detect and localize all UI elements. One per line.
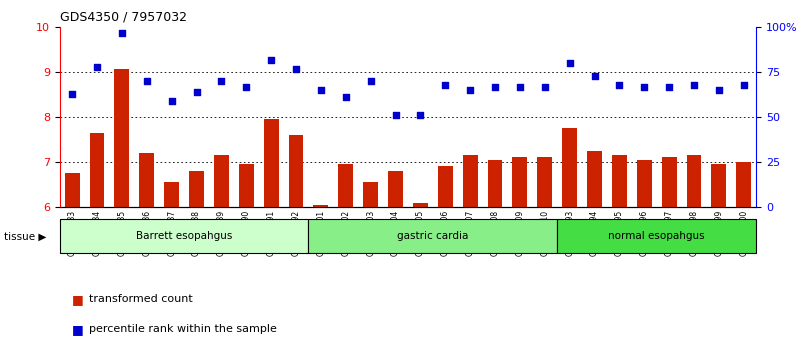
Bar [164, 182, 179, 207]
Point [489, 85, 501, 90]
Point [613, 82, 626, 88]
Bar [413, 202, 427, 207]
Bar [60, 219, 308, 253]
Bar [612, 155, 626, 207]
Bar [712, 164, 726, 207]
Point [414, 112, 427, 118]
Point [91, 64, 103, 70]
Bar [388, 171, 403, 207]
Bar [239, 164, 254, 207]
Point [115, 30, 128, 36]
Point [365, 78, 377, 84]
Bar [64, 173, 80, 207]
Bar [557, 219, 756, 253]
Text: ■: ■ [72, 293, 84, 306]
Bar [487, 160, 502, 207]
Bar [537, 158, 552, 207]
Bar [363, 182, 378, 207]
Point [389, 112, 402, 118]
Point [688, 82, 700, 88]
Point [314, 87, 327, 93]
Point [240, 85, 252, 90]
Bar [686, 155, 701, 207]
Text: percentile rank within the sample: percentile rank within the sample [89, 324, 277, 334]
Point [166, 98, 178, 104]
Point [439, 82, 451, 88]
Text: tissue ▶: tissue ▶ [4, 231, 46, 241]
Text: GDS4350 / 7957032: GDS4350 / 7957032 [60, 11, 187, 24]
Bar [139, 153, 154, 207]
Point [66, 91, 79, 97]
Text: normal esopahgus: normal esopahgus [608, 231, 705, 241]
Point [638, 85, 650, 90]
Bar [587, 151, 602, 207]
Text: ■: ■ [72, 323, 84, 336]
Point [140, 78, 153, 84]
Bar [736, 162, 751, 207]
Point [215, 78, 228, 84]
Bar [288, 135, 303, 207]
Point [564, 60, 576, 65]
Point [588, 73, 601, 79]
Bar [314, 205, 328, 207]
Bar [115, 69, 129, 207]
Point [339, 94, 352, 99]
Point [712, 87, 725, 93]
Bar [263, 119, 279, 207]
Point [538, 85, 551, 90]
Point [190, 89, 203, 95]
Bar [189, 171, 204, 207]
Point [464, 87, 477, 93]
Bar [513, 158, 527, 207]
Bar [562, 128, 577, 207]
Point [513, 85, 526, 90]
Bar [338, 164, 353, 207]
Point [663, 85, 676, 90]
Point [265, 58, 278, 63]
Text: gastric cardia: gastric cardia [397, 231, 469, 241]
Bar [308, 219, 557, 253]
Bar [89, 133, 104, 207]
Bar [462, 155, 478, 207]
Point [290, 67, 302, 72]
Bar [438, 166, 453, 207]
Text: transformed count: transformed count [89, 294, 193, 304]
Bar [637, 160, 652, 207]
Bar [214, 155, 228, 207]
Bar [661, 158, 677, 207]
Point [737, 82, 750, 88]
Text: Barrett esopahgus: Barrett esopahgus [136, 231, 232, 241]
